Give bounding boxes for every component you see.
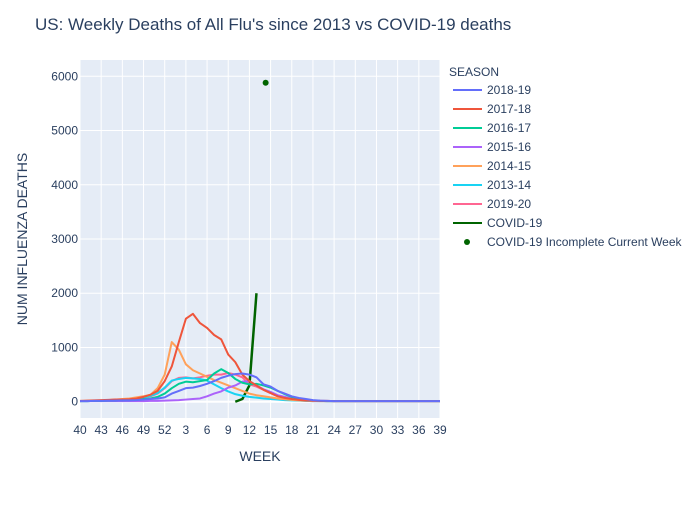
y-tick-labels: 0 1000 2000 3000 4000 5000 6000 bbox=[51, 69, 78, 408]
legend: SEASON 2018-19 2017-18 2016-17 2015-16 2014-… bbox=[449, 65, 683, 249]
legend-label: 2014-15 bbox=[487, 159, 531, 173]
x-tick-label: 6 bbox=[204, 423, 211, 437]
series-layer bbox=[79, 293, 440, 403]
legend-item-covid-19[interactable]: COVID-19 bbox=[453, 216, 543, 230]
y-tick-label: 5000 bbox=[51, 124, 78, 138]
y-tick-label: 4000 bbox=[51, 178, 78, 192]
covid-incomplete-week-point[interactable] bbox=[262, 79, 269, 86]
x-tick-label: 18 bbox=[285, 423, 299, 437]
x-tick-label: 49 bbox=[137, 423, 151, 437]
y-tick-label: 3000 bbox=[51, 232, 78, 246]
legend-title: SEASON bbox=[449, 65, 499, 79]
x-gridlines bbox=[79, 60, 441, 418]
legend-label: 2017-18 bbox=[487, 102, 531, 116]
legend-label: 2016-17 bbox=[487, 121, 531, 135]
legend-label: COVID-19 bbox=[487, 216, 543, 230]
legend-item-2013-14[interactable]: 2013-14 bbox=[453, 178, 531, 192]
x-tick-label: 30 bbox=[370, 423, 384, 437]
chart-title: US: Weekly Deaths of All Flu's since 201… bbox=[35, 15, 511, 34]
legend-item-covid-incomplete[interactable]: COVID-19 Incomplete Current Week bbox=[464, 235, 683, 249]
x-tick-label: 21 bbox=[306, 423, 320, 437]
legend-item-2016-17[interactable]: 2016-17 bbox=[453, 121, 531, 135]
y-tick-label: 2000 bbox=[51, 286, 78, 300]
x-tick-label: 43 bbox=[94, 423, 108, 437]
x-tick-label: 12 bbox=[243, 423, 257, 437]
x-tick-label: 36 bbox=[412, 423, 426, 437]
legend-item-2019-20[interactable]: 2019-20 bbox=[453, 197, 531, 211]
x-tick-label: 24 bbox=[327, 423, 341, 437]
legend-item-2014-15[interactable]: 2014-15 bbox=[453, 159, 531, 173]
legend-item-2017-18[interactable]: 2017-18 bbox=[453, 102, 531, 116]
x-tick-label: 52 bbox=[158, 423, 172, 437]
x-tick-label: 15 bbox=[264, 423, 278, 437]
y-tick-label: 1000 bbox=[51, 340, 78, 354]
x-tick-label: 3 bbox=[183, 423, 190, 437]
y-axis-label: NUM INFLUENZA DEATHS bbox=[14, 153, 30, 325]
series-line-2018-19[interactable] bbox=[80, 372, 440, 403]
legend-item-2015-16[interactable]: 2015-16 bbox=[453, 140, 531, 154]
x-tick-labels: 40 43 46 49 52 3 6 9 12 15 18 21 24 27 30 33 36 39 bbox=[73, 423, 447, 437]
marker-layer bbox=[262, 79, 269, 86]
legend-label: 2018-19 bbox=[487, 83, 531, 97]
legend-label: 2019-20 bbox=[487, 197, 531, 211]
x-tick-label: 33 bbox=[391, 423, 405, 437]
legend-marker bbox=[464, 239, 470, 245]
x-tick-label: 9 bbox=[225, 423, 232, 437]
x-tick-label: 39 bbox=[433, 423, 447, 437]
x-tick-label: 46 bbox=[116, 423, 130, 437]
legend-item-2018-19[interactable]: 2018-19 bbox=[453, 83, 531, 97]
legend-label: 2013-14 bbox=[487, 178, 531, 192]
legend-label: COVID-19 Incomplete Current Week bbox=[487, 235, 683, 249]
x-tick-label: 40 bbox=[73, 423, 87, 437]
y-tick-label: 6000 bbox=[51, 69, 78, 83]
x-tick-label: 27 bbox=[349, 423, 363, 437]
x-axis-label: WEEK bbox=[239, 448, 281, 464]
y-tick-label: 0 bbox=[71, 395, 78, 409]
legend-label: 2015-16 bbox=[487, 140, 531, 154]
